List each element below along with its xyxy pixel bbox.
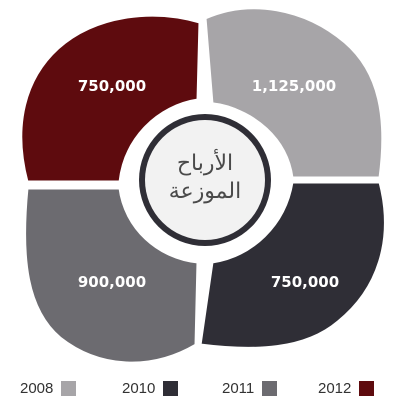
legend-swatch-2010 bbox=[163, 381, 179, 396]
value-label-2012: 750,000 bbox=[78, 77, 146, 95]
legend-item-2011: 2011 bbox=[222, 380, 278, 397]
petal-2012 bbox=[19, 13, 202, 184]
legend-label-2008: 2008 bbox=[20, 380, 54, 397]
legend-item-2012: 2012 bbox=[318, 380, 375, 397]
value-label-2011: 900,000 bbox=[78, 273, 146, 291]
petal-2010 bbox=[198, 180, 387, 350]
legend-label-2012: 2012 bbox=[318, 380, 352, 397]
legend-swatch-2008 bbox=[61, 381, 77, 396]
center-label-line1: الأرباح bbox=[177, 149, 233, 176]
value-label-2008: 1,125,000 bbox=[252, 77, 336, 95]
legend-item-2010: 2010 bbox=[122, 380, 179, 397]
legend-swatch-2012 bbox=[359, 381, 375, 396]
petal-2008 bbox=[203, 6, 385, 180]
legend-label-2011: 2011 bbox=[222, 380, 255, 397]
petal-2011 bbox=[23, 186, 200, 365]
legend-swatch-2011 bbox=[262, 381, 278, 396]
value-label-2010: 750,000 bbox=[271, 273, 339, 291]
legend-label-2010: 2010 bbox=[122, 380, 156, 397]
center-disc bbox=[145, 120, 265, 240]
center-label-line2: الموزعة bbox=[169, 179, 241, 204]
legend-item-2008: 2008 bbox=[20, 380, 77, 397]
legend: 2008 2010 2011 2012 bbox=[0, 380, 396, 406]
